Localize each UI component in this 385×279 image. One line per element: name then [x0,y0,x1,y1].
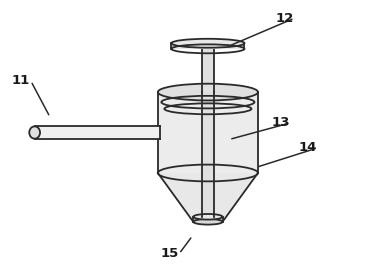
Text: 14: 14 [299,141,317,154]
Ellipse shape [171,39,244,48]
Ellipse shape [193,214,223,220]
Text: 15: 15 [160,247,179,260]
Bar [35,126,160,139]
Ellipse shape [158,84,258,100]
Text: 12: 12 [276,12,294,25]
Bar [171,43,244,49]
Bar [158,92,258,173]
Text: 13: 13 [272,116,290,129]
Ellipse shape [193,219,223,225]
Text: 11: 11 [12,74,30,87]
Polygon shape [158,173,258,222]
Ellipse shape [29,126,40,139]
Bar [202,49,214,92]
Bar [202,92,214,217]
